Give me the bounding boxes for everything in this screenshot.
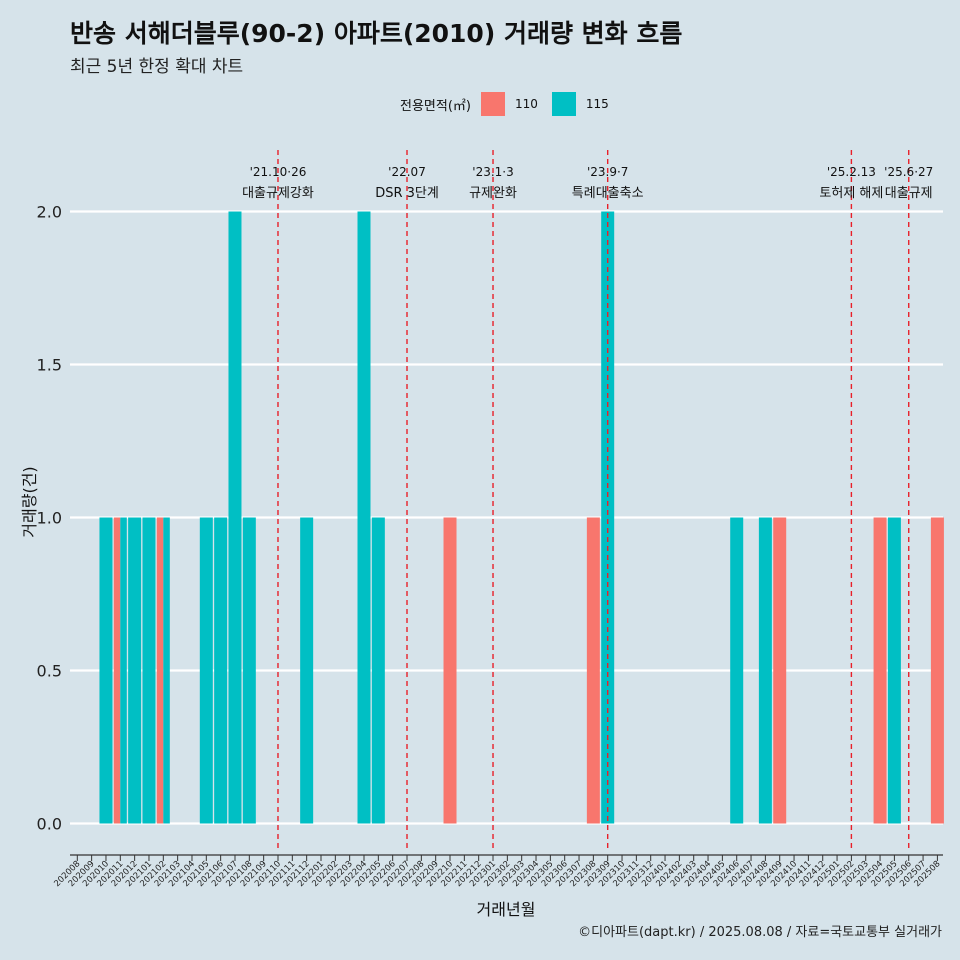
y-tick-label: 1.5: [37, 356, 62, 375]
chart-title: 반송 서해더블루(90-2) 아파트(2010) 거래량 변화 흐름: [70, 19, 683, 48]
bar-110-202102: [156, 517, 164, 824]
bar-110-202210: [443, 517, 457, 824]
event-label-202309: 특례대출축소: [572, 186, 644, 201]
bar-110-202409: [773, 517, 787, 824]
bar-115-202408: [758, 517, 772, 824]
bar-115-202101: [142, 517, 156, 824]
legend-label-115: 115: [585, 97, 609, 111]
y-tick-label: 1.0: [37, 509, 62, 528]
legend-key-115: [551, 92, 576, 116]
legend-key-110: [480, 92, 505, 116]
bar-115-202012: [128, 517, 142, 824]
source-caption: ©디아파트(dapt.kr) / 2025.08.08 / 자료=국토교통부 실…: [578, 925, 942, 940]
bar-110-202011: [113, 517, 121, 824]
event-date-202301: '23.1·3: [472, 165, 513, 179]
bar-110-202308: [586, 517, 600, 824]
y-tick-label: 0.0: [37, 815, 62, 834]
event-date-202309: '23.9·7: [587, 165, 628, 179]
bar-110-202508: [930, 517, 944, 824]
bar-115-202205: [371, 517, 385, 824]
x-axis-title: 거래년월: [477, 900, 536, 919]
event-date-202502: '25.2.13: [827, 165, 876, 179]
event-label-202301: 규제완화: [469, 186, 517, 201]
bar-115-202112: [300, 517, 314, 824]
event-date-202207: '22.07: [388, 165, 426, 179]
bar-115-202204: [357, 211, 371, 824]
bar-115-202505: [887, 517, 901, 824]
bar-115-202010: [99, 517, 113, 824]
legend-label-110: 110: [514, 97, 538, 111]
bar-115-202406: [730, 517, 744, 824]
bar-115-202102: [163, 517, 170, 824]
y-axis-title: 거래량(건): [20, 466, 39, 537]
event-label-202502: 토허제 해제: [819, 186, 883, 201]
y-tick-label: 2.0: [37, 203, 62, 222]
bar-115-202106: [214, 517, 228, 824]
chart-subtitle: 최근 5년 한정 확대 차트: [70, 57, 244, 77]
event-date-202506: '25.6·27: [884, 165, 933, 179]
bar-115-202011: [120, 517, 127, 824]
legend-title: 전용면적(㎡): [400, 98, 471, 114]
event-date-202110: '21.10·26: [250, 165, 307, 179]
legend: 전용면적(㎡) 110 115: [400, 92, 623, 116]
bar-115-202309: [601, 211, 615, 824]
bar-115-202105: [199, 517, 213, 824]
event-label-202207: DSR 3단계: [375, 186, 439, 201]
event-label-202506: 대출규제: [885, 186, 933, 201]
event-label-202110: 대출규제강화: [242, 186, 314, 201]
y-tick-label: 0.5: [37, 662, 62, 681]
bar-110-202504: [873, 517, 887, 824]
bar-115-202107: [228, 211, 242, 824]
bar-115-202108: [242, 517, 256, 824]
